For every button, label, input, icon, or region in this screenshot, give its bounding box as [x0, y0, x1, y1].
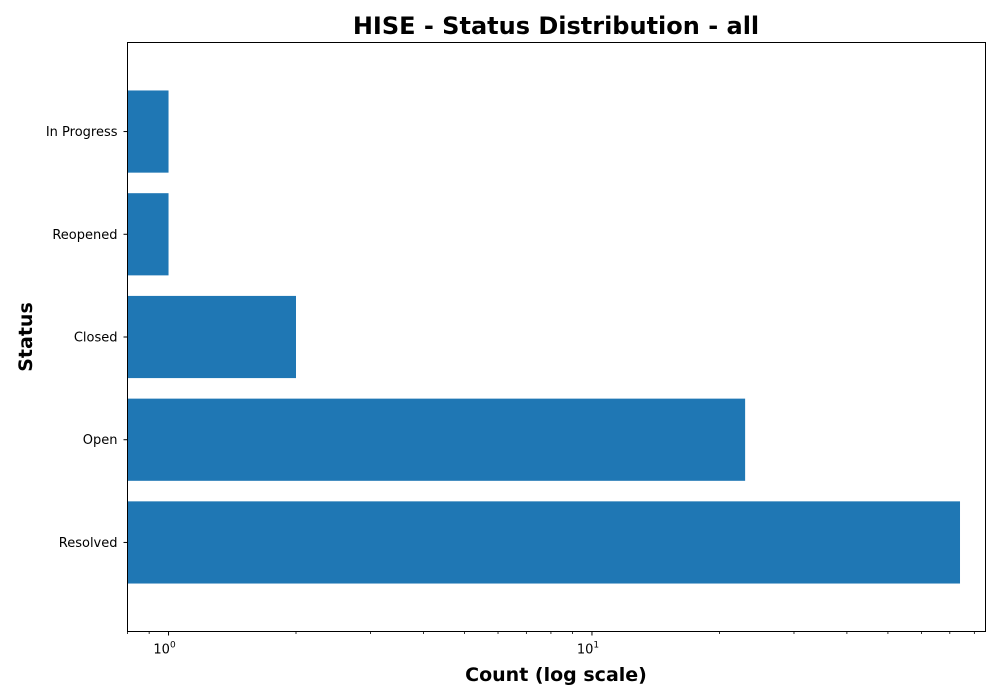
x-axis-label: Count (log scale) — [465, 664, 647, 686]
bars-group — [127, 90, 961, 584]
y-ticks-group: Resolved Open Closed Reopened In Progress — [46, 125, 128, 551]
chart-title: HISE - Status Distribution - all — [353, 12, 759, 40]
bar-open — [127, 398, 746, 481]
plot-frame — [127, 42, 986, 632]
y-tick-label: Reopened — [52, 228, 117, 243]
x-tick-label: 101 — [577, 641, 599, 658]
bar-resolved — [127, 501, 961, 584]
bar-closed — [127, 295, 296, 379]
y-tick-label: Open — [83, 433, 118, 448]
y-tick-label: Closed — [74, 331, 118, 346]
x-tick-label: 100 — [153, 641, 176, 658]
bar-reopened — [127, 193, 169, 276]
y-tick-label: Resolved — [59, 536, 118, 551]
x-ticks-group: 100 101 — [127, 631, 975, 658]
y-axis-label: Status — [15, 302, 37, 372]
y-tick-label: In Progress — [46, 125, 118, 140]
bar-in-progress — [127, 90, 169, 173]
